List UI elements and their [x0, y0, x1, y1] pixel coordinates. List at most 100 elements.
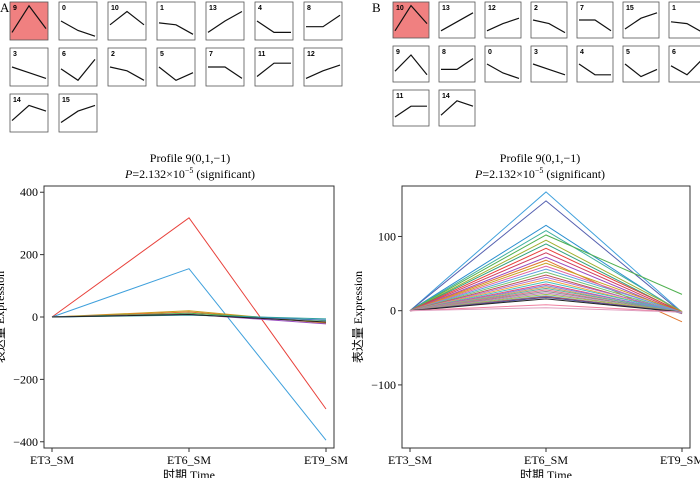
a-tile-7: 7 [205, 47, 245, 87]
a-tile-label: 12 [307, 51, 315, 58]
b-tile-5: 5 [622, 45, 660, 83]
b-y-tick-label: 100 [378, 229, 396, 243]
b-tile-14: 14 [438, 89, 476, 127]
b-y-tick-label: −100 [371, 378, 396, 392]
b-tile-label: 5 [626, 49, 630, 56]
b-tile-label: 8 [442, 49, 446, 56]
b-tile-frame [392, 1, 430, 39]
b-tile-frame [438, 89, 476, 127]
a-tile-12: 12 [303, 47, 343, 87]
a-tile-profile-line [109, 66, 145, 81]
a-y-tick-label: 400 [20, 185, 38, 199]
a-tile-frame [107, 47, 147, 87]
a-tile-label: 4 [258, 5, 262, 12]
a-tile-6: 6 [58, 47, 98, 87]
b-tile-1: 1 [668, 1, 700, 39]
b-tile-9: 9 [392, 45, 430, 83]
b-tile-profile-line [441, 58, 474, 71]
a-tile-frame [9, 1, 49, 41]
b-tile-8: 8 [438, 45, 476, 83]
b-series-line-5 [409, 239, 683, 312]
a-tile-label: 5 [160, 51, 164, 58]
b-series-line-2 [409, 224, 683, 315]
a-tile-frame [58, 1, 98, 41]
b-tile-frame [530, 1, 568, 39]
b-tile-frame [622, 1, 660, 39]
a-series-group [51, 217, 327, 441]
profile-tiles-b: 10 13 12 2 7 15 1 9 8 0 3 4 5 6 11 14 [392, 1, 700, 127]
b-tile-label: 3 [534, 49, 538, 56]
panel-letter-a: A [0, 0, 10, 15]
b-tile-profile-line [670, 21, 700, 32]
b-chart-subtitle: P=2.132×10−5 (significant) [474, 166, 605, 181]
a-tile-frame [254, 47, 294, 87]
a-tile-label: 0 [62, 5, 66, 12]
b-tile-13: 13 [438, 1, 476, 39]
b-tile-profile-line [394, 105, 427, 118]
a-tile-14: 14 [9, 93, 49, 133]
b-tile-label: 13 [442, 5, 450, 12]
a-tile-label: 7 [209, 51, 213, 58]
b-tile-label: 4 [580, 49, 584, 56]
chart-b: Profile 9(0,1,−1)P=2.132×10−5 (significa… [351, 151, 700, 482]
b-series-line-32 [409, 307, 683, 313]
a-tile-profile-line [11, 104, 47, 122]
b-tile-profile-line [394, 4, 428, 32]
a-series-line-1 [51, 268, 327, 441]
b-tile-frame [668, 45, 700, 83]
a-tile-frame [9, 93, 49, 133]
b-tile-label: 10 [396, 5, 404, 12]
a-tile-5: 5 [156, 47, 196, 87]
b-tile-label: 12 [488, 5, 496, 12]
b-chart-title: Profile 9(0,1,−1) [500, 151, 580, 165]
a-chart-title: Profile 9(0,1,−1) [150, 151, 230, 165]
b-series-line-8 [409, 252, 683, 314]
b-series-line-0 [409, 191, 683, 313]
panel-letter-b: B [372, 0, 381, 15]
b-y-axis-label: 表达量 Expression [351, 271, 365, 363]
a-y-tick-label: −200 [13, 372, 38, 386]
b-tile-7: 7 [576, 1, 614, 39]
b-tile-label: 0 [488, 49, 492, 56]
b-series-line-3 [409, 229, 683, 313]
b-tile-4: 4 [576, 45, 614, 83]
a-tile-label: 8 [307, 5, 311, 12]
a-tile-profile-line [11, 66, 47, 79]
a-tile-frame [303, 1, 343, 41]
b-tile-profile-line [440, 100, 474, 116]
b-series-line-16 [409, 276, 683, 313]
b-tile-profile-line [532, 63, 566, 76]
b-series-group [409, 191, 683, 323]
a-tile-label: 1 [160, 5, 164, 12]
b-tile-label: 15 [626, 5, 634, 12]
b-series-line-30 [409, 298, 683, 313]
a-tile-profile-line [207, 10, 243, 33]
a-tile-8: 8 [303, 1, 343, 41]
a-tile-profile-line [11, 4, 47, 33]
b-plot-area [401, 185, 691, 449]
b-tile-label: 9 [396, 49, 400, 56]
b-tile-frame [392, 45, 430, 83]
b-tile-profile-line [486, 63, 520, 79]
a-tile-0: 0 [58, 1, 98, 41]
a-y-axis-label: 表达量 Expression [0, 271, 7, 363]
a-tile-profile-line [109, 10, 145, 26]
a-tile-1: 1 [156, 1, 196, 41]
a-tile-label: 9 [13, 5, 17, 12]
b-x-tick-label: ET9_SM [660, 453, 700, 467]
b-series-line-1 [409, 200, 683, 314]
a-tile-profile-line [158, 66, 194, 81]
b-series-line-14 [409, 271, 683, 314]
b-tile-profile-line [394, 54, 428, 76]
a-chart-subtitle: P=2.132×10−5 (significant) [124, 166, 255, 181]
a-tile-profile-line [60, 59, 96, 82]
b-tile-profile-line [670, 60, 700, 76]
b-tile-profile-line [578, 63, 611, 76]
a-plot-area [43, 185, 335, 449]
b-tile-10: 10 [392, 1, 430, 39]
a-tile-label: 2 [111, 51, 115, 58]
b-tile-profile-line [624, 63, 658, 78]
b-tile-frame [392, 89, 430, 127]
a-tile-label: 13 [209, 5, 217, 12]
